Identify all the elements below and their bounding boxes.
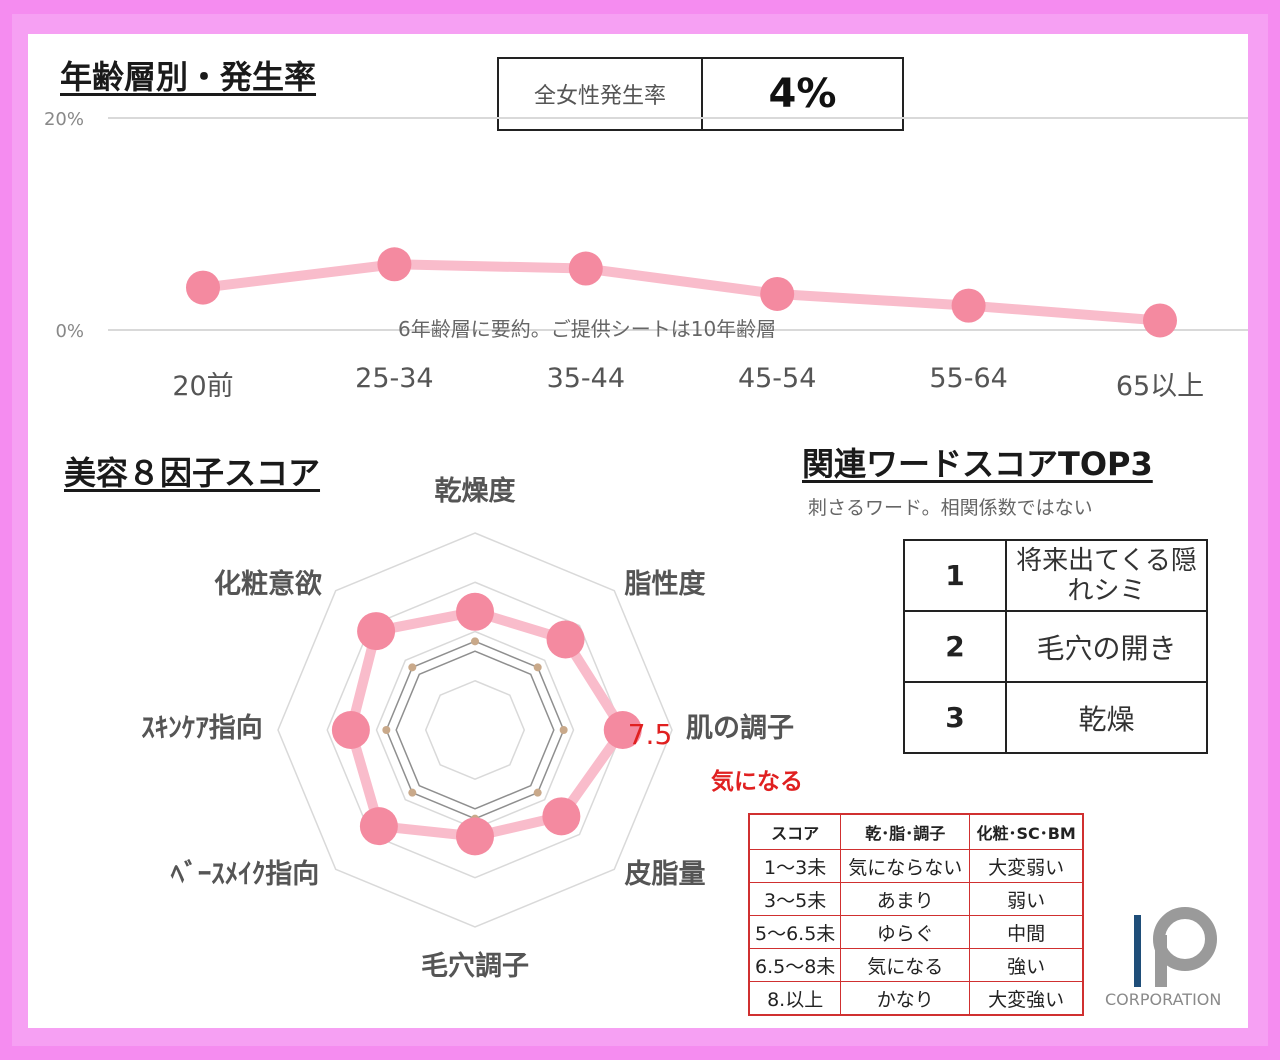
radar-point: [542, 797, 581, 836]
legend-row: 8.以上 かなり 大変強い: [748, 981, 1084, 1016]
overall-rate-label: 全女性発生率: [499, 59, 703, 129]
legend-row: 1～3未 気にならない 大変弱い: [748, 849, 1084, 883]
radar-axis-label: ﾍﾞｰｽﾒｲｸ指向: [170, 858, 320, 890]
related-word-rank: 3: [903, 681, 1007, 754]
logo-bar: [1134, 915, 1141, 987]
data-point: [760, 276, 795, 311]
related-word-rank: 2: [903, 610, 1007, 683]
data-point: [377, 247, 412, 282]
related-word-text: 毛穴の開き: [1005, 610, 1208, 683]
radar-series-marker: [471, 637, 479, 646]
radar-series-marker: [559, 726, 568, 734]
x-tick-label: 25-34: [355, 363, 433, 394]
radar-axis-label: 皮脂量: [625, 859, 706, 890]
legend-cell: 6.5～8未: [748, 948, 842, 982]
radar-axis-label: 乾燥度: [435, 475, 516, 507]
legend-cell: 強い: [969, 948, 1084, 982]
legend-row: 6.5～8未 気になる 強い: [748, 948, 1084, 982]
legend-cell: 5～6.5未: [748, 915, 842, 949]
radar-axis-label: 化粧意欲: [214, 568, 322, 600]
legend-row: 5～6.5未 ゆらぐ 中間: [748, 915, 1084, 949]
logo-stem: [1155, 935, 1167, 987]
legend-cell: あまり: [840, 882, 971, 916]
y-tick-label: 20%: [44, 109, 84, 130]
legend-cell: 大変弱い: [969, 849, 1084, 883]
radar-point: [359, 807, 398, 846]
related-word-row: 3 乾燥: [903, 681, 1208, 754]
age-chart-note: 6年齢層に要約。ご提供シートは10年齢層: [398, 317, 777, 341]
radar-chart-title: 美容８因子スコア: [64, 454, 321, 492]
radar-ring: [375, 630, 575, 830]
data-point: [186, 270, 220, 305]
legend-header-cell: スコア: [748, 813, 842, 850]
data-point: [1143, 303, 1177, 338]
legend-cell: 大変強い: [969, 981, 1084, 1016]
related-word-text: 将来出てくる隠れシミ: [1005, 539, 1208, 612]
radar-ring: [424, 679, 526, 781]
radar-series-marker: [408, 663, 417, 672]
radar-axis-label: 肌の調子: [686, 712, 794, 744]
radar-point: [456, 592, 494, 631]
legend-row: 3～5未 あまり 弱い: [748, 882, 1084, 916]
radar-axis-label: ｽｷﾝｹｱ指向: [141, 712, 263, 744]
radar-point: [456, 817, 494, 856]
overall-rate-value: 4%: [768, 71, 837, 117]
x-tick-label: 20前: [172, 371, 233, 402]
radar-ring: [277, 532, 673, 928]
radar-series-marker: [408, 788, 417, 797]
radar-axis-label: 脂性度: [625, 568, 706, 600]
related-word-row: 2 毛穴の開き: [903, 610, 1208, 683]
x-tick-label: 45-54: [738, 363, 816, 394]
data-point: [568, 251, 603, 286]
score-legend-table: スコア 乾･脂･調子 化粧･SC･BM 1～3未 気にならない 大変弱い 3～5未 あまり弱…: [748, 813, 1084, 1016]
highlight-value: 7.5: [628, 718, 673, 751]
related-word-rank: 1: [903, 539, 1007, 612]
radar-point: [331, 711, 370, 749]
legend-cell: 気になる: [840, 948, 971, 982]
related-word-row: 1 将来出てくる隠れシミ: [903, 539, 1208, 612]
age-rate-line-chart: 0% 20% 20前 25-34 35-44 45-54 55-64 65以上: [44, 109, 1248, 402]
age-chart-title: 年齢層別・発生率: [60, 58, 317, 96]
radar-series-outline: [395, 650, 555, 810]
legend-cell: かなり: [840, 981, 971, 1016]
radar-point: [546, 620, 585, 659]
related-words-title: 関連ワードスコアTOP3: [802, 445, 1153, 483]
corporation-logo: [1134, 907, 1217, 987]
legend-cell: 8.以上: [748, 981, 842, 1016]
radar-axis-label: 毛穴調子: [421, 950, 529, 982]
x-tick-label: 65以上: [1116, 371, 1204, 402]
legend-cell: 1～3未: [748, 849, 842, 883]
radar-point: [603, 711, 642, 749]
related-word-text: 乾燥: [1005, 681, 1208, 754]
legend-cell: 弱い: [969, 882, 1084, 916]
legend-cell: ゆらぐ: [840, 915, 971, 949]
radar-ring: [326, 581, 624, 879]
y-tick-label: 0%: [55, 321, 84, 342]
x-tick-label: 55-64: [929, 363, 1007, 394]
legend-header-cell: 乾･脂･調子: [840, 813, 971, 850]
legend-cell: 中間: [969, 915, 1084, 949]
legend-header-cell: 化粧･SC･BM: [969, 813, 1084, 850]
data-point: [951, 288, 986, 323]
highlight-level: 気になる: [711, 768, 803, 795]
radar-series-marker: [533, 663, 542, 672]
related-words-table: 1 将来出てくる隠れシミ 2 毛穴の開き 3 乾燥: [903, 539, 1208, 754]
series-line: [198, 259, 1165, 326]
legend-cell: 気にならない: [840, 849, 971, 883]
x-tick-label: 35-44: [547, 363, 625, 394]
legend-cell: 3～5未: [748, 882, 842, 916]
related-words-note: 刺さるワード。相関係数ではない: [808, 497, 1093, 519]
logo-text: CORPORATION: [1105, 990, 1222, 1009]
radar-series-marker: [382, 726, 391, 734]
radar-series-marker: [533, 788, 542, 797]
radar-point: [357, 612, 396, 651]
